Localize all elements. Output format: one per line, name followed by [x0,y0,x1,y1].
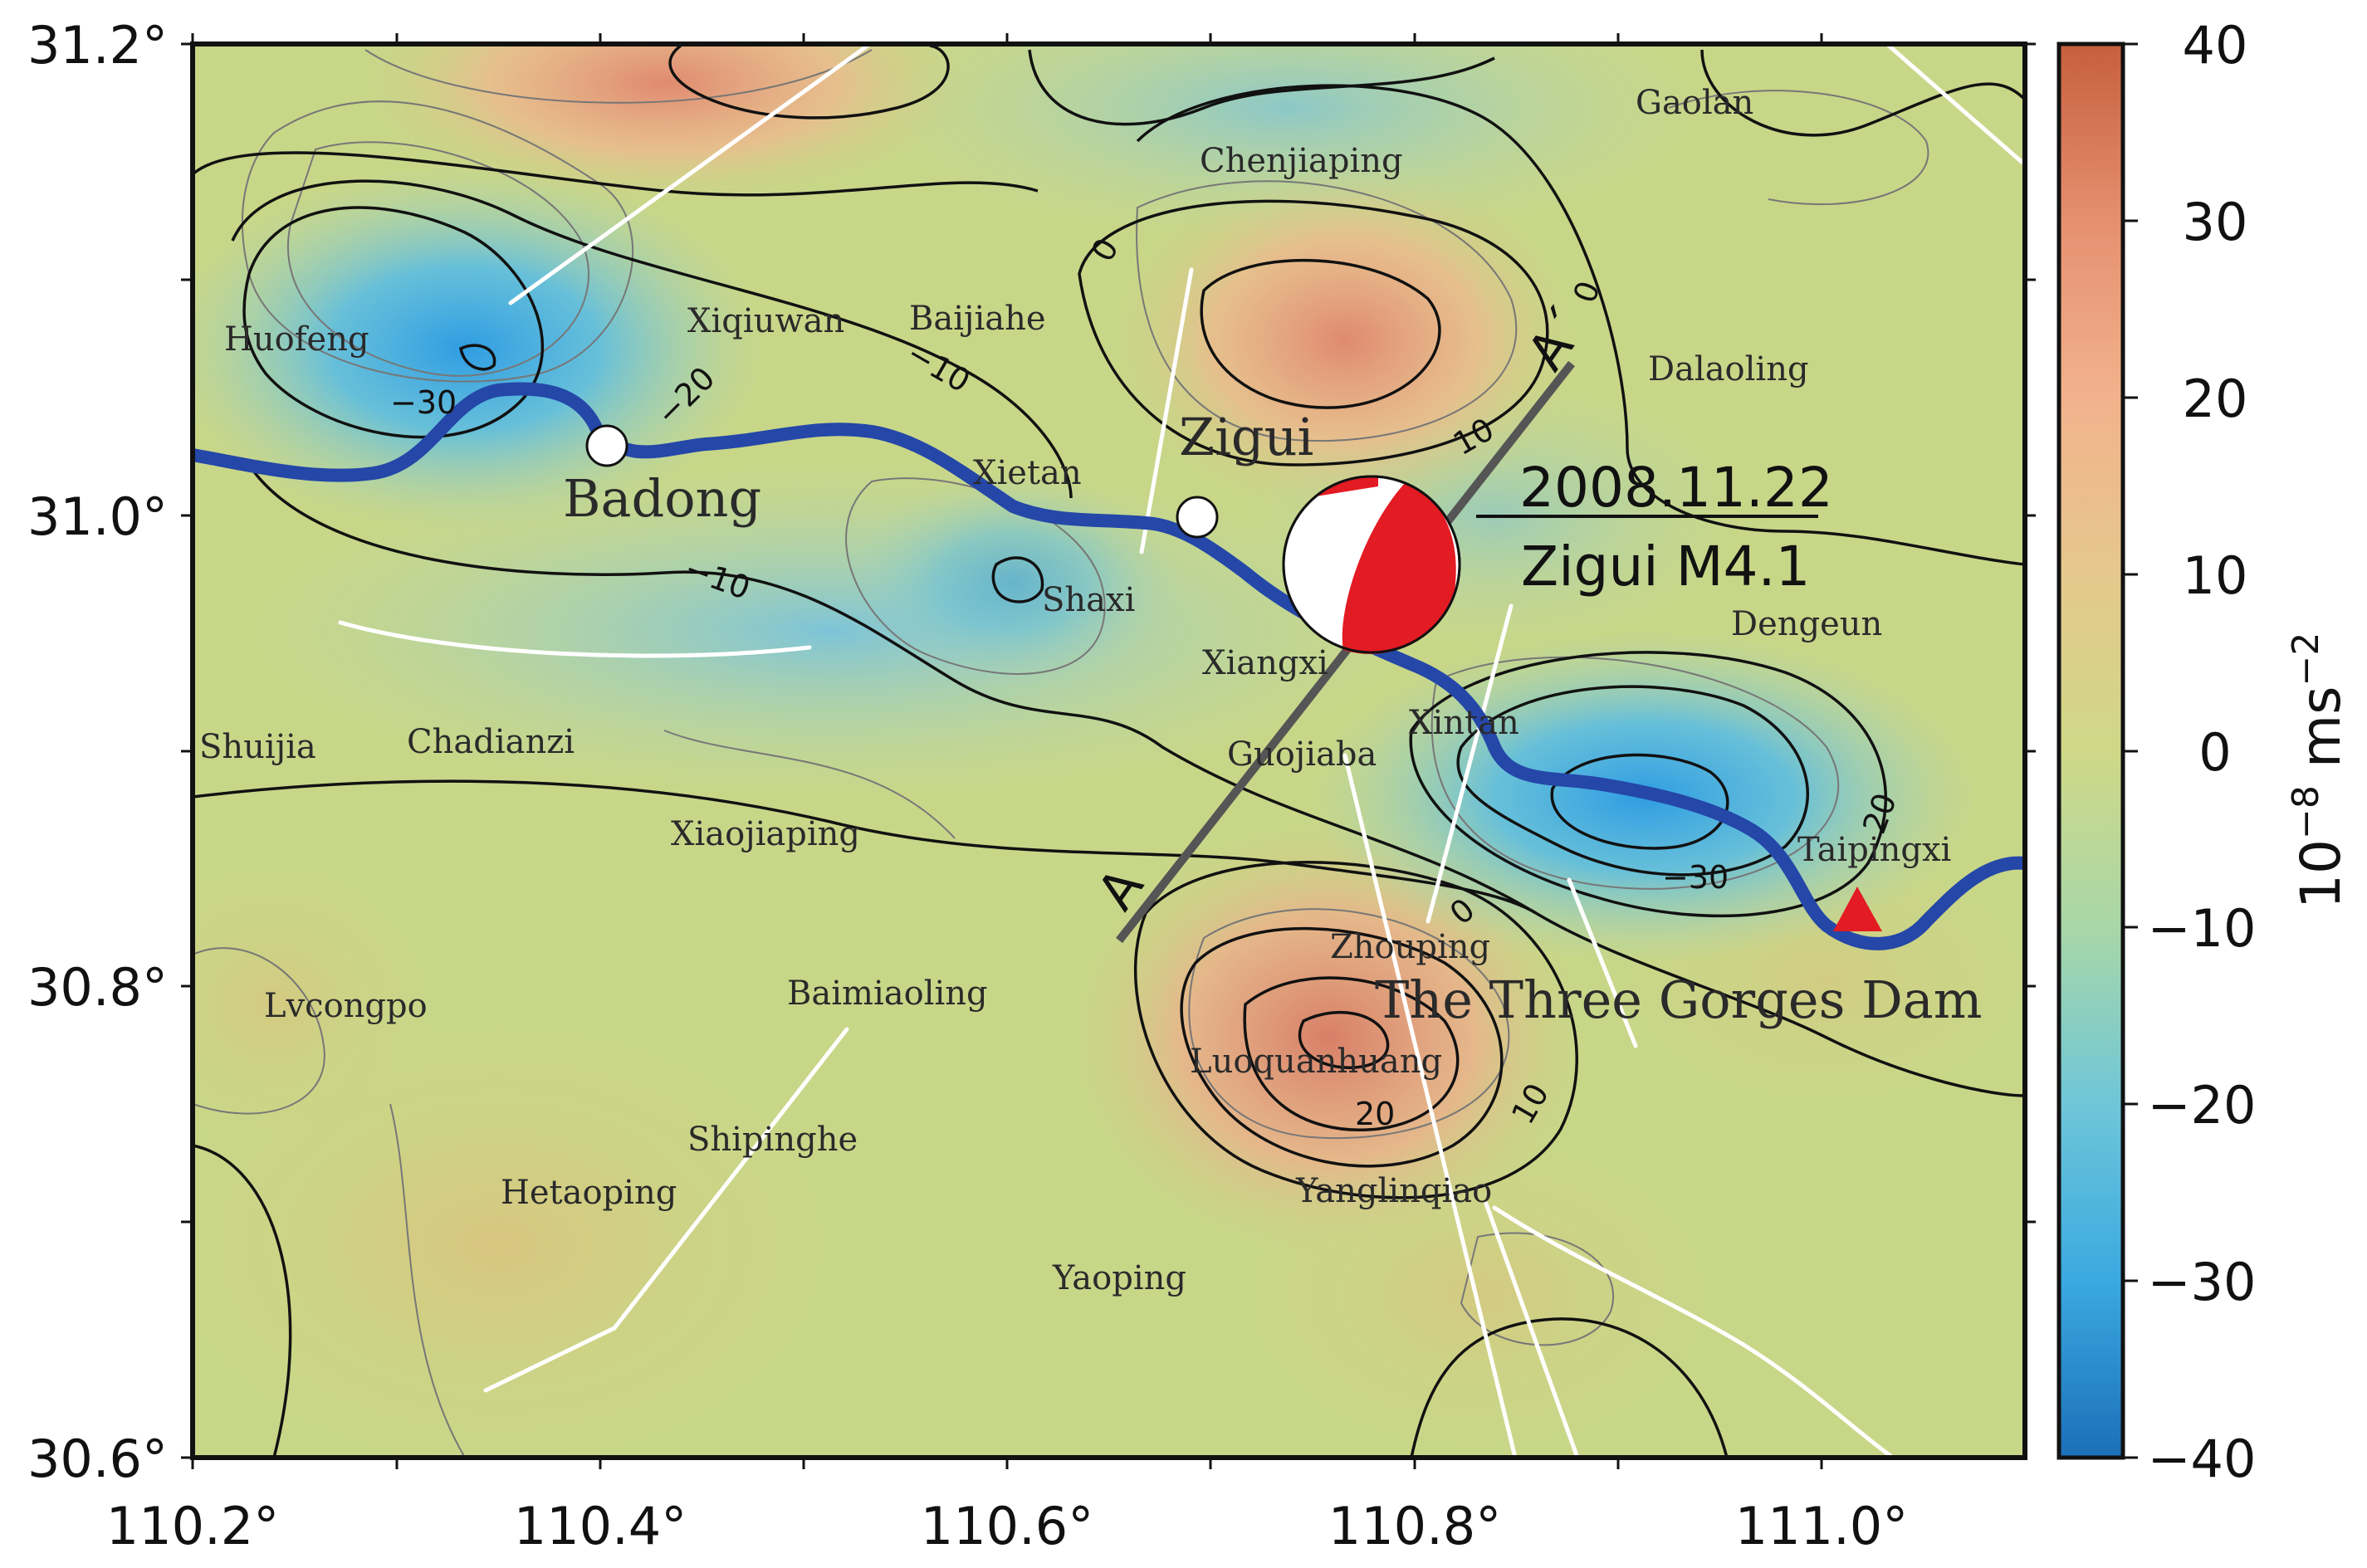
place-chenjiaping: Chenjiaping [1200,142,1403,180]
contour-north-west [193,151,1039,197]
fault-line [1426,603,1514,924]
place-xiangxi: Xiangxi [1202,644,1328,682]
contour-badong [247,464,1537,915]
place-hetaoping: Hetaoping [501,1174,677,1212]
minor-contours [193,49,1929,1458]
fault-line [1484,1201,1580,1458]
three-gorges-dam-marker [1833,887,1882,931]
place-shuijia: Shuijia [199,728,316,766]
contour-baijiahe [231,179,1073,499]
x-tick-label: 110.6° [921,1496,1094,1556]
place-dalaoling: Dalaoling [1648,350,1809,388]
y-tick-label: 30.6° [27,1429,168,1489]
colorbar-scale [2056,42,2125,1460]
place-guojiaba: Guojiaba [1227,735,1377,774]
place-badong: Badong [563,468,761,529]
contour-label: −30 [1662,859,1729,896]
place-xietan: Xietan [973,454,1082,492]
fault-line [1886,44,2024,164]
contour-zigui [1078,199,1549,466]
contour-label: −30 [390,384,457,421]
place-yaoping: Yaoping [1052,1259,1186,1297]
contour-zigui-inner [1200,259,1441,409]
place-yanglinqiao: Yanglinqiao [1295,1172,1492,1210]
colorbar-tick-label: −10 [2148,898,2257,959]
contour-shaxi [991,556,1044,603]
place-baijiahe: Baijiahe [909,300,1046,338]
colorbar-tick-label: −30 [2148,1252,2257,1312]
y-tick-label: 31.2° [27,15,168,76]
place-shipinghe: Shipinghe [687,1121,858,1159]
colorbar-unit: 10−8 ms−2 [2285,633,2353,909]
fault-line [1567,877,1638,1048]
focal-mechanism-beachball [1282,475,1461,655]
contour-south-zero [1134,861,1578,1199]
map-area: Gaolan Chenjiaping Huofeng Xiqiuwan Baij… [193,44,2025,1458]
colorbar-tick-label: −40 [2148,1429,2257,1489]
yangtze-river [193,382,2025,950]
colorbar-tick-label: 20 [2183,369,2248,429]
event-date: 2008.11.22 [1519,456,1833,520]
contour-northeast [1700,49,2025,137]
fault-line [1342,753,1518,1458]
y-tick-label: 31.0° [27,486,168,547]
contour-southwest-edge [193,1144,292,1458]
contour-south-thirty [1298,1010,1390,1069]
contour-south-twenty [1243,976,1460,1131]
contour-east-mid [1456,685,1809,877]
fault-line [338,620,812,658]
place-xiaojiaping: Xiaojiaping [671,815,860,853]
contour-north-center [1028,49,1495,126]
contour-south-edge [1410,1317,1729,1458]
place-taipingxi: Taipingxi [1797,831,1951,869]
contour-label: 20 [1355,1096,1395,1132]
x-tick-label: 110.2° [106,1496,280,1556]
place-lvcongpo: Lvcongpo [264,987,428,1025]
contour-southeast [1535,911,2025,1097]
y-tick-label: 30.8° [27,957,168,1018]
colorbar-tick-label: 40 [2183,15,2248,76]
place-zhouping: Zhouping [1330,928,1490,966]
place-gaolan: Gaolan [1636,84,1753,122]
place-luoquanhuang: Luoquanhuang [1190,1043,1442,1081]
badong-city-marker [585,424,628,467]
colorbar-tick-label: 30 [2183,192,2248,252]
colorbar-tick-label: 10 [2183,545,2248,606]
anomaly-zigui-high [1104,158,1586,523]
place-zigui: Zigui [1179,407,1313,467]
x-tick-label: 110.8° [1328,1496,1502,1556]
place-chadianzi: Chadianzi [407,723,575,761]
place-dengeun: Dengeun [1731,605,1882,643]
event-name: Zigui M4.1 [1521,535,1811,598]
place-xiqiuwan: Xiqiuwan [687,302,844,340]
colorbar: 40 30 20 10 0 −10 −20 −30 −40 10−8 ms−2 [2056,15,2353,1489]
colorbar-tick-label: −20 [2148,1075,2257,1136]
contour-southwest [193,779,1537,915]
place-shaxi: Shaxi [1042,581,1135,619]
axis-ticks [181,33,2036,1469]
fault-lines [338,44,2024,1458]
profile-line [1116,360,1575,944]
place-three-gorges-dam: The Three Gorges Dam [1375,970,1983,1030]
fault-line [508,44,870,305]
place-huofeng: Huofeng [224,320,369,359]
place-baimiaoling: Baimiaoling [787,975,988,1013]
contour-north-high [668,44,950,120]
x-tick-label: 111.0° [1735,1496,1909,1556]
fault-line [1139,267,1194,554]
place-xintan: Xintan [1409,704,1519,742]
contour-south-ten [1180,926,1504,1168]
anomaly-north-high [349,44,980,208]
contour-east-outer [1409,651,1887,918]
major-contours [193,44,2025,1458]
contour-west-core [459,344,496,371]
fault-line [1492,1205,1895,1458]
x-tick-label: 110.4° [514,1496,687,1556]
colorbar-tick-label: 0 [2198,722,2231,783]
fault-line [483,1027,849,1393]
zigui-city-marker [1176,496,1219,539]
